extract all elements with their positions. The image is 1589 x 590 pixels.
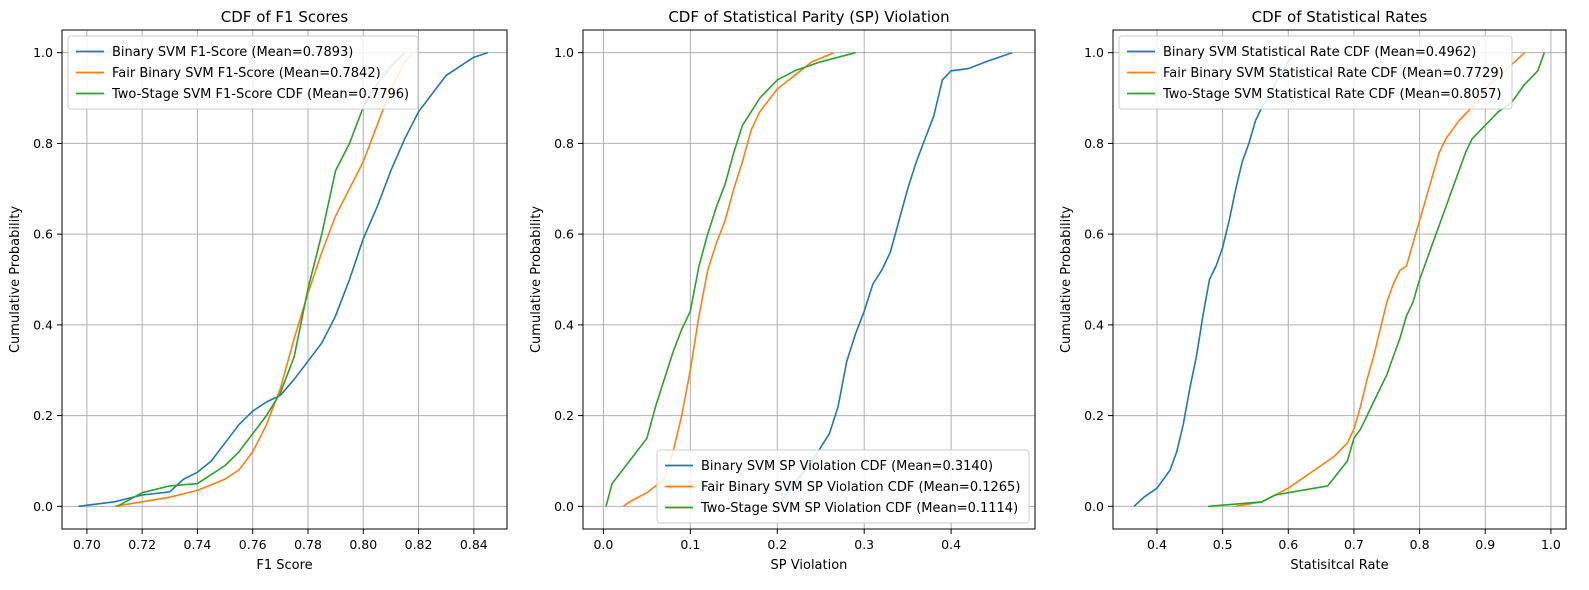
legend-label-2: Fair Binary SVM Statistical Rate CDF (Me… — [1163, 66, 1504, 81]
x-tick-label: 0.72 — [128, 537, 156, 552]
legend-box — [67, 35, 419, 110]
legend-label-2: Fair Binary SVM SP Violation CDF (Mean=0… — [701, 480, 1020, 495]
y-tick-label: 0.8 — [1084, 136, 1104, 151]
legend-label-3: Two-Stage SVM SP Violation CDF (Mean=0.1… — [700, 501, 1018, 516]
legend: Binary SVM Statistical Rate CDF (Mean=0.… — [1118, 35, 1513, 110]
x-tick-label: 0.76 — [239, 537, 267, 552]
chart-f1-scores: 0.70 0.72 0.74 0.76 0.78 0.80 0.82 0.84 0.0 0.2 0.… — [8, 8, 508, 573]
x-tick-label: 0.80 — [349, 537, 377, 552]
y-axis-label: Cumulative Probability — [529, 206, 544, 353]
y-tick-label: 0.6 — [554, 227, 574, 242]
x-axis-label: SP Violation — [771, 558, 848, 573]
y-tick-label: 0.8 — [33, 136, 53, 151]
y-tick-label: 1.0 — [1084, 45, 1104, 60]
x-tick-label: 1.0 — [1541, 537, 1561, 552]
series-line-3 — [605, 51, 856, 507]
y-tick-label: 1.0 — [554, 45, 574, 60]
x-tick-label: 0.3 — [854, 537, 874, 552]
x-tick-label: 0.4 — [1147, 537, 1167, 552]
y-tick-label: 0.6 — [33, 227, 53, 242]
x-tick-label: 0.1 — [680, 537, 700, 552]
y-axis-label: Cumulative Probability — [1059, 206, 1074, 353]
y-tick-label: 0.8 — [554, 136, 574, 151]
series-line-2 — [114, 52, 414, 508]
axes-frame — [61, 29, 508, 530]
x-tick-label: 0.8 — [1410, 537, 1430, 552]
chart-title: CDF of Statistical Rates — [1252, 8, 1428, 26]
axes-frame — [582, 29, 1036, 530]
series-line-3 — [116, 52, 406, 508]
x-axis-label: F1 Score — [256, 558, 312, 573]
y-tick-label: 0.0 — [1084, 499, 1104, 514]
y-tick-label: 0.2 — [554, 408, 574, 423]
x-tick-label: 0.7 — [1344, 537, 1364, 552]
chart-sp-violation: 0.0 0.1 0.2 0.3 0.4 0.0 0.2 0.4 0.6 0.8 1.0 CDF of… — [529, 8, 1036, 573]
chart-title: CDF of F1 Scores — [221, 8, 349, 26]
legend-label-3: Two-Stage SVM Statistical Rate CDF (Mean… — [1162, 87, 1501, 102]
series-line-1 — [78, 51, 488, 508]
x-tick-label: 0.74 — [184, 537, 212, 552]
x-tick-label: 0.78 — [294, 537, 322, 552]
series-line-3 — [1208, 52, 1546, 508]
y-tick-label: 0.0 — [554, 499, 574, 514]
legend-label-2: Fair Binary SVM F1-Score (Mean=0.7842) — [112, 66, 381, 81]
legend-label-3: Two-Stage SVM F1-Score CDF (Mean=0.7796) — [111, 87, 409, 102]
legend-label-1: Binary SVM SP Violation CDF (Mean=0.3140… — [701, 459, 993, 474]
x-tick-label: 0.9 — [1475, 537, 1495, 552]
legend-label-1: Binary SVM Statistical Rate CDF (Mean=0.… — [1163, 45, 1476, 60]
x-tick-label: 0.4 — [941, 537, 961, 552]
x-tick-label: 0.0 — [593, 537, 613, 552]
x-tick-label: 0.84 — [460, 537, 488, 552]
y-tick-label: 0.6 — [1084, 227, 1104, 242]
y-axis-label: Cumulative Probability — [8, 206, 23, 353]
axes-frame — [1112, 29, 1567, 530]
x-tick-label: 0.70 — [73, 537, 101, 552]
series-line-1 — [776, 51, 1013, 507]
x-tick-label: 0.2 — [767, 537, 787, 552]
y-tick-label: 0.2 — [33, 408, 53, 423]
legend: Binary SVM SP Violation CDF (Mean=0.3140… — [656, 449, 1030, 524]
legend-label-1: Binary SVM F1-Score (Mean=0.7893) — [112, 45, 353, 60]
chart-statistical-rates: 0.4 0.5 0.6 0.7 0.8 0.9 1.00.00.20.40.60.81.0 … — [1059, 8, 1567, 573]
series-line-2 — [1235, 52, 1526, 508]
legend: Binary SVM F1-Score (Mean=0.7893) Fair Bi… — [67, 35, 419, 110]
x-tick-label: 0.6 — [1278, 537, 1298, 552]
y-tick-label: 0.4 — [554, 317, 574, 332]
y-tick-label: 0.4 — [1084, 317, 1104, 332]
y-tick-label: 0.2 — [1084, 408, 1104, 423]
y-tick-label: 0.4 — [33, 317, 53, 332]
x-tick-label: 0.5 — [1213, 537, 1233, 552]
series-line-1 — [1133, 52, 1296, 507]
x-tick-label: 0.82 — [405, 537, 433, 552]
chart-title: CDF of Statistical Parity (SP) Violation — [668, 8, 949, 26]
legend-box — [1118, 35, 1513, 110]
x-axis-label: Statisitcal Rate — [1290, 558, 1388, 573]
legend-box — [656, 449, 1030, 524]
y-tick-label: 1.0 — [33, 45, 53, 60]
y-tick-label: 0.0 — [33, 499, 53, 514]
